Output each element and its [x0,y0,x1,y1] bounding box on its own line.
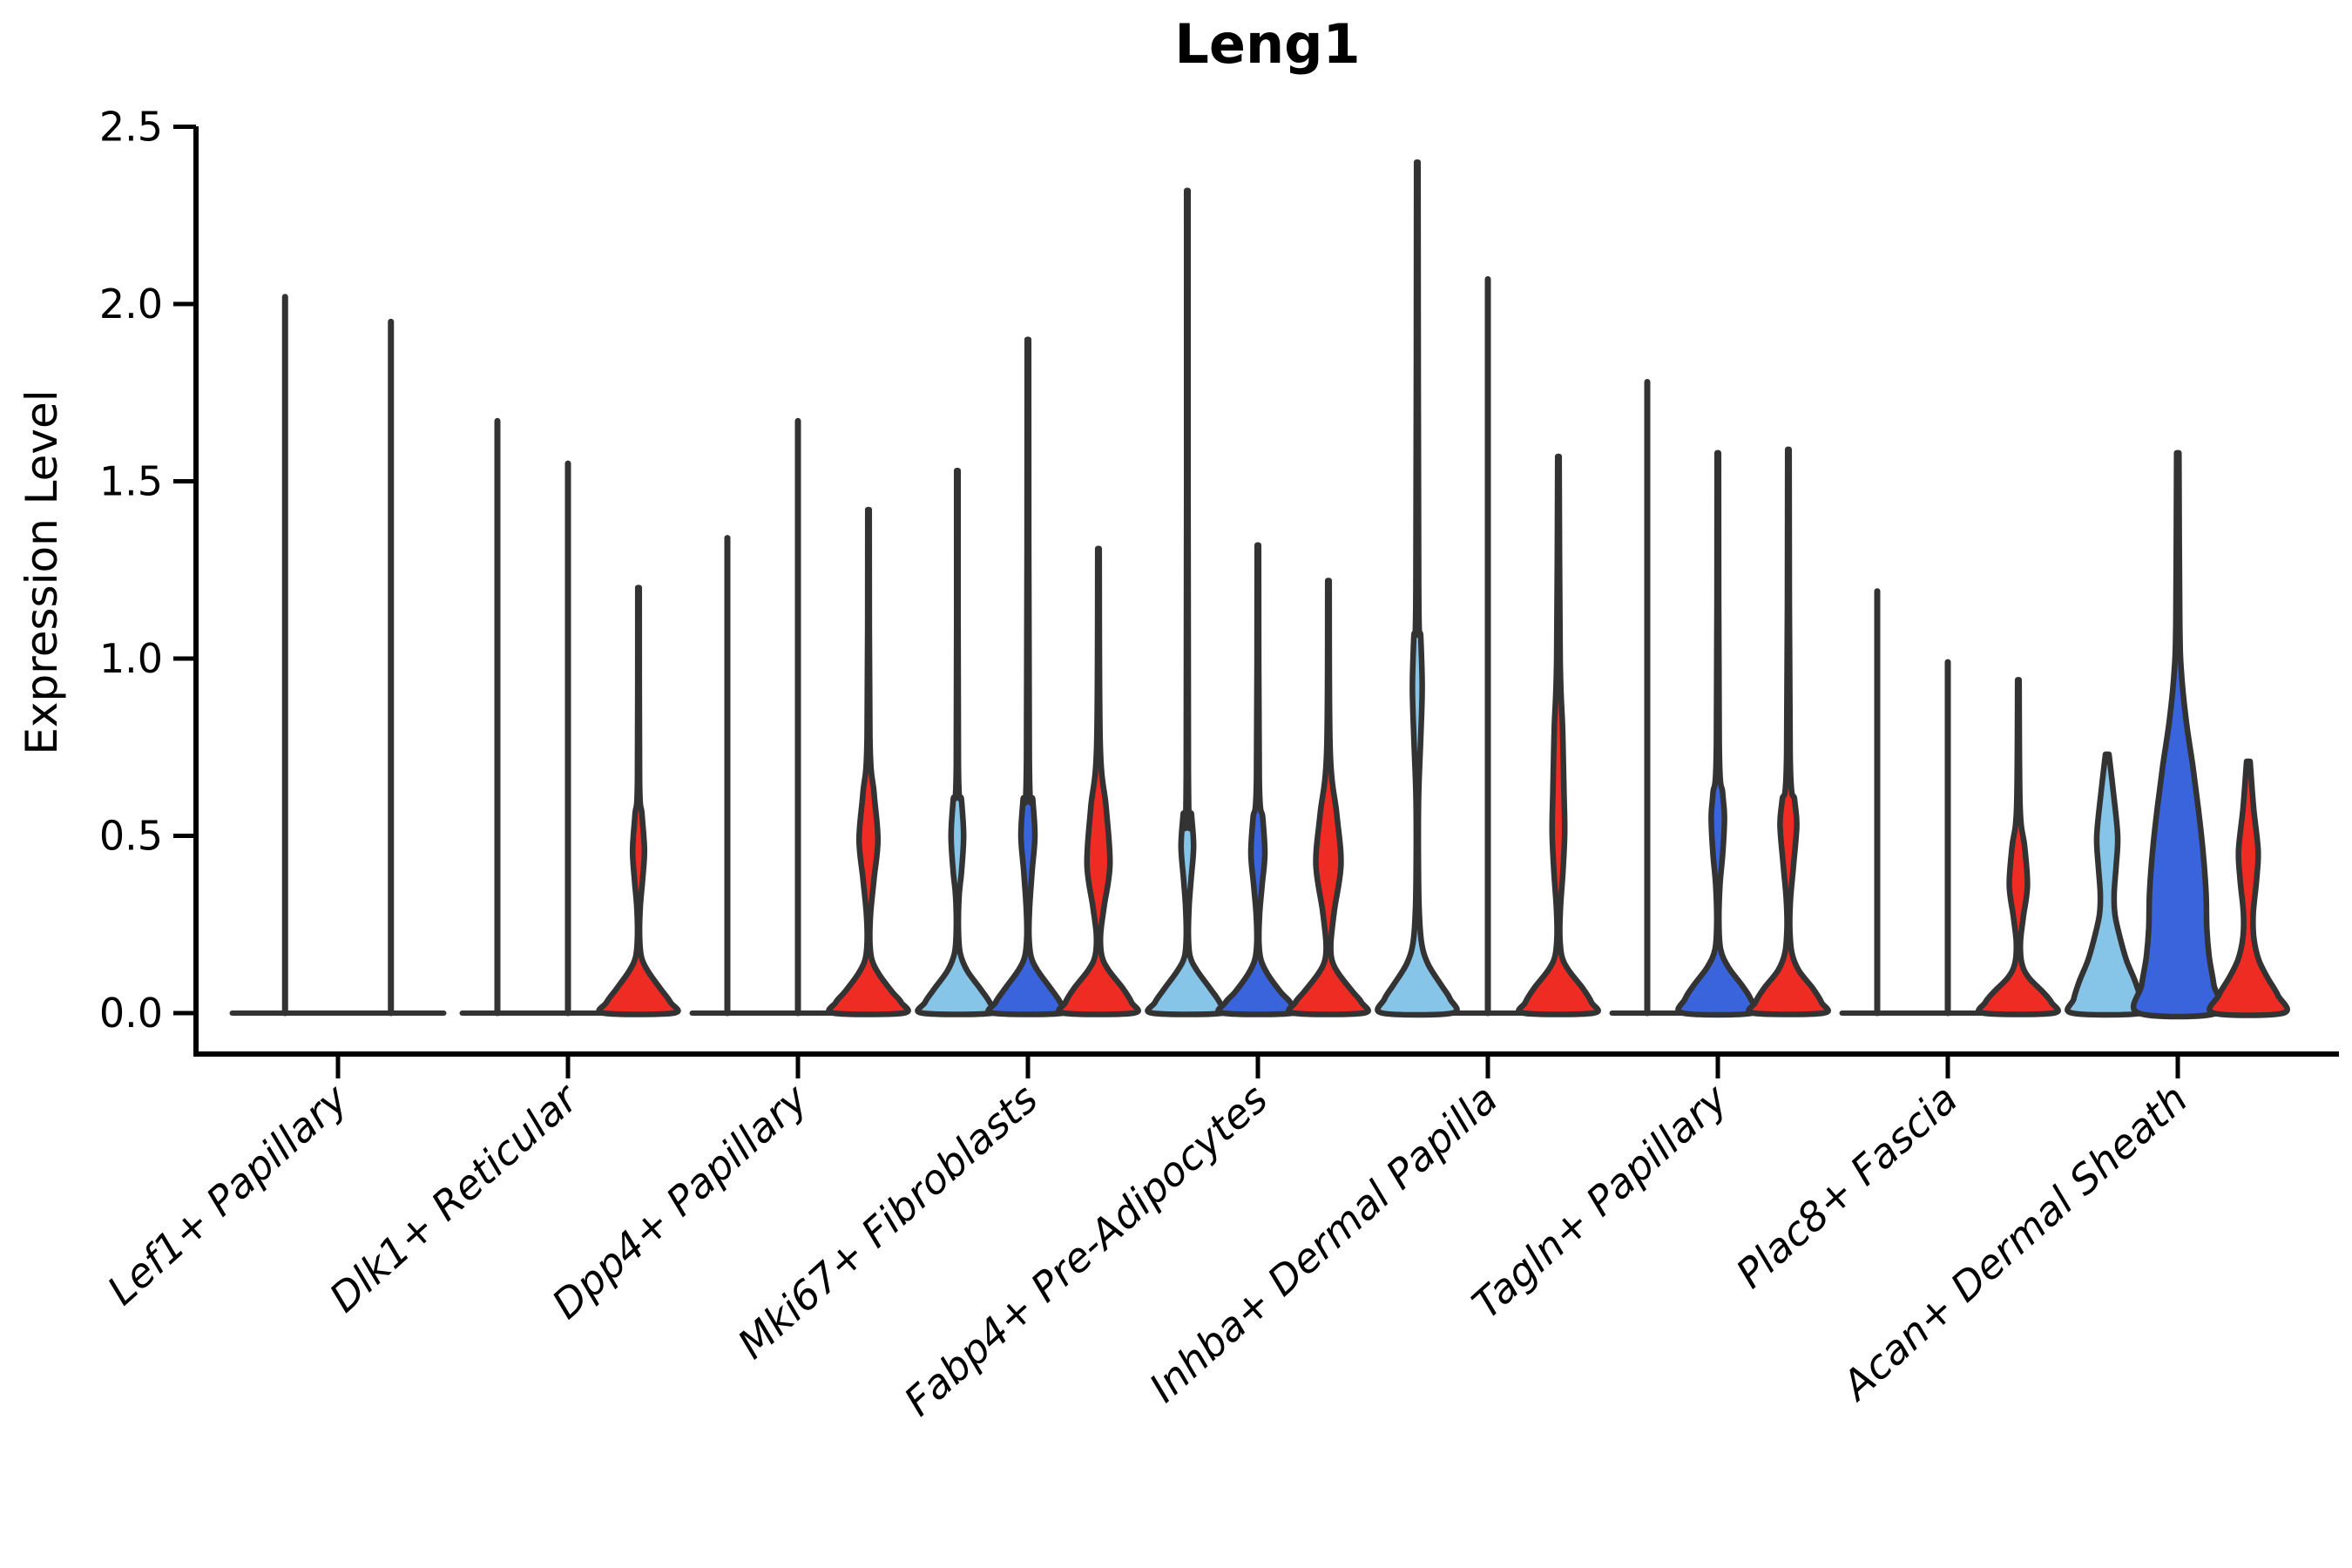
violin-body [2131,449,2225,1020]
violin-body [1145,187,1230,1017]
chart-title: Leng1 [1174,12,1361,76]
x-category-label: Lef1+ Papillary [98,1075,357,1315]
x-category-label: Dlk1+ Reticular [321,1073,589,1321]
violin-body [1056,545,1141,1017]
violin-body [1976,677,2061,1017]
y-tick-label: 1.5 [99,458,163,505]
violin-body [596,585,681,1017]
violin-body [826,506,911,1017]
violin-body [1375,159,1460,1018]
y-tick-label: 2.5 [99,104,163,151]
y-tick-label: 0.0 [99,990,163,1037]
y-tick-label: 2.0 [99,280,163,328]
violin-body [2065,751,2150,1018]
violin-body [1746,446,1831,1017]
violin-body [1675,449,1761,1018]
violin-body [2207,758,2290,1018]
x-category-label: Plac8+ Fascia [1727,1075,1966,1297]
y-tick-label: 1.0 [99,635,163,682]
violin-body [985,336,1071,1017]
x-category-label: Tagln+ Papillary [1463,1075,1737,1328]
violin-body [1286,578,1371,1017]
x-category-label: Fabp4+ Pre-Adipocytes [895,1075,1276,1425]
violin-body [915,468,1000,1017]
violin-body [1215,542,1301,1017]
violin-body [1516,453,1601,1017]
y-tick-label: 0.5 [99,813,163,860]
